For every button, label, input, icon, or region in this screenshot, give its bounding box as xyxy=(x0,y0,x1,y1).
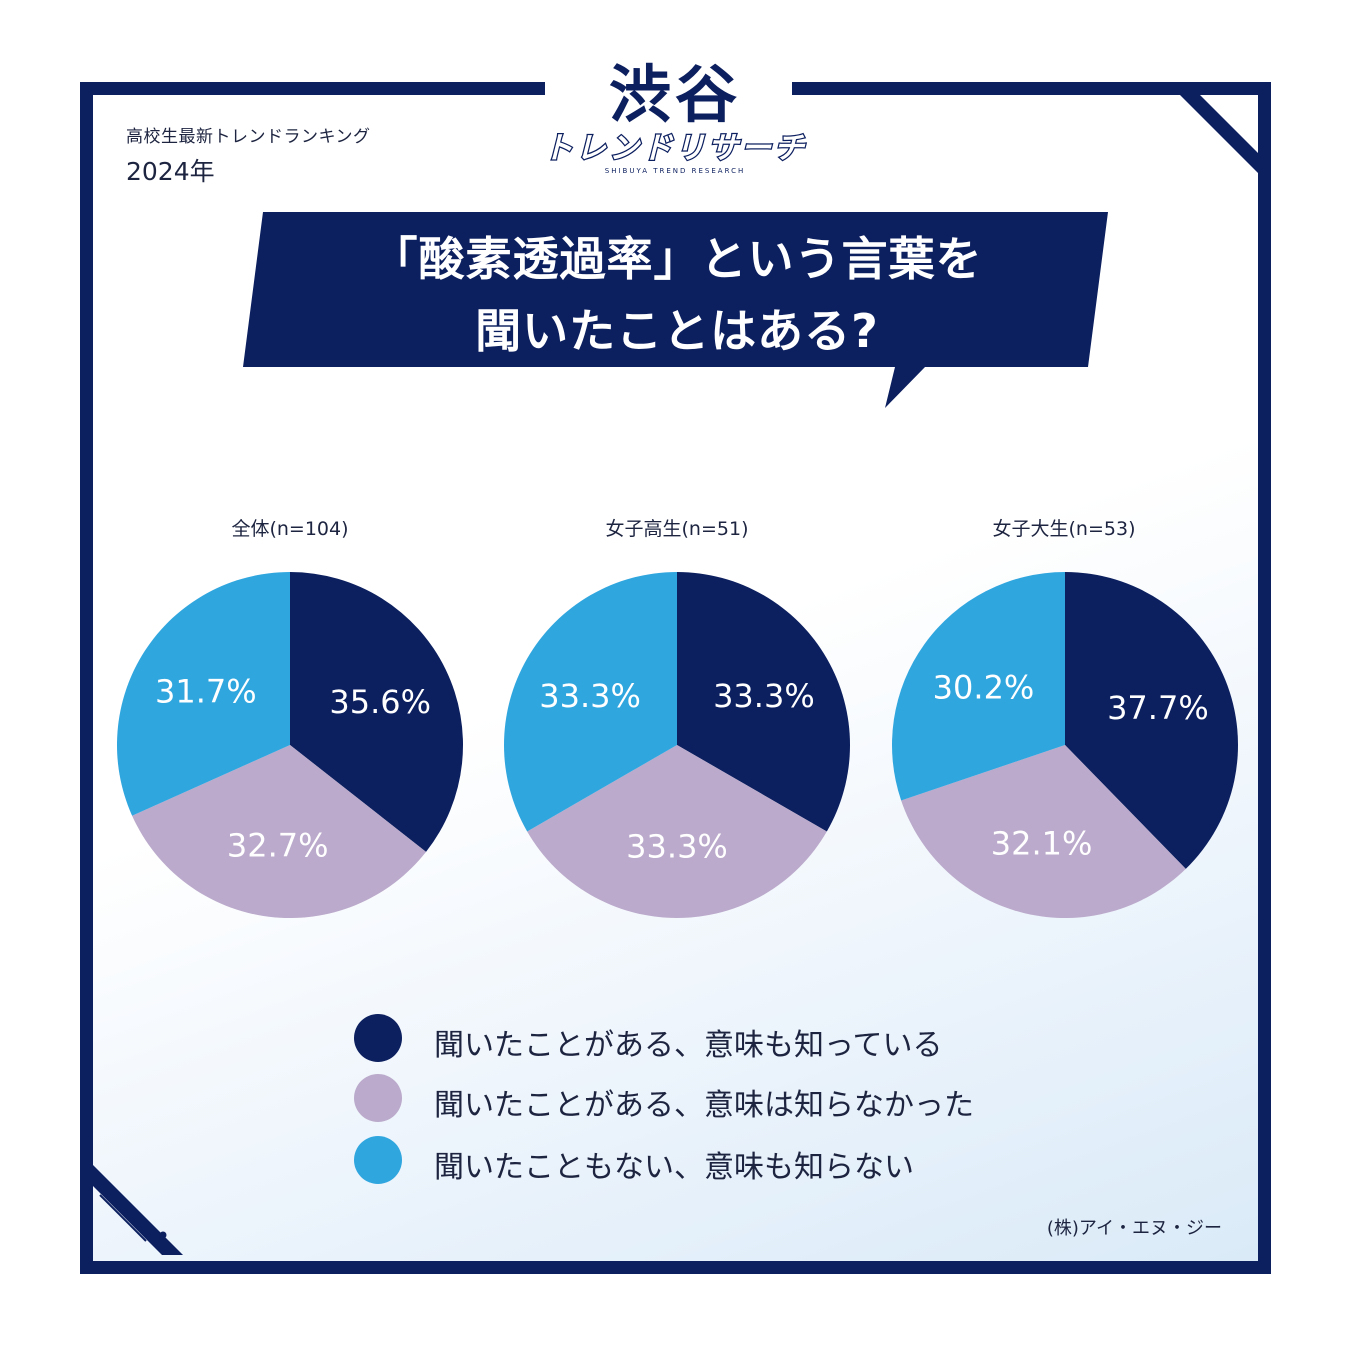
pie-label-overall-0: 35.6% xyxy=(329,683,431,721)
pie-label-high-school-girls-2: 33.3% xyxy=(539,677,641,715)
legend-swatch-sky xyxy=(354,1136,402,1184)
pie-slice-high-school-girls-2 xyxy=(504,572,677,832)
pie-slice-college-women-2 xyxy=(891,572,1065,801)
pie-label-college-women-2: 30.2% xyxy=(933,669,1035,707)
pie-slice-college-women-0 xyxy=(1065,572,1239,869)
pie-slice-overall-1 xyxy=(132,745,427,919)
pie-label-college-women-0: 37.7% xyxy=(1107,689,1209,727)
header-year: 2024年 xyxy=(126,157,215,186)
pie-slice-overall-2 xyxy=(116,572,290,816)
pie-label-overall-2: 31.7% xyxy=(155,672,257,710)
legend-label: 聞いたことがある、意味は知らなかった xyxy=(434,1088,974,1123)
legend-swatch-navy xyxy=(354,1014,402,1062)
pie-label-college-women-1: 32.1% xyxy=(991,825,1093,863)
credit-company: (株)アイ・エヌ・ジー xyxy=(1046,1218,1222,1239)
legend-swatch-lavender xyxy=(354,1074,402,1122)
logo-sub: トレンドリサーチ xyxy=(543,131,807,166)
legend-label: 聞いたこともない、意味も知らない xyxy=(434,1150,914,1185)
pie-slice-high-school-girls-1 xyxy=(527,745,827,918)
legend-label: 聞いたことがある、意味も知っている xyxy=(434,1028,943,1063)
logo-tiny: SHIBUYA TREND RESEARCH xyxy=(605,167,745,175)
logo-main: 渋谷 xyxy=(609,58,741,131)
pie-slice-overall-0 xyxy=(290,572,464,852)
pie-label-high-school-girls-0: 33.3% xyxy=(713,677,815,715)
shibuya-trend-research-logo: 渋谷 トレンドリサーチ SHIBUYA TREND RESEARCH xyxy=(542,57,807,176)
pie-label-overall-1: 32.7% xyxy=(227,827,329,865)
pie-slice-high-school-girls-0 xyxy=(677,572,850,832)
header-subtitle: 高校生最新トレンドランキング xyxy=(126,127,371,147)
pie-slice-college-women-1 xyxy=(901,745,1186,919)
chart-title-high-school-girls: 女子高生(n=51) xyxy=(605,518,749,540)
chart-title-overall: 全体(n=104) xyxy=(231,518,349,540)
question-title-line-1: 「酸素透過率」という言葉を xyxy=(371,232,983,286)
pie-label-high-school-girls-1: 33.3% xyxy=(626,827,728,865)
question-title-line-2: 聞いたことはある? xyxy=(475,304,879,358)
chart-title-college-women: 女子大生(n=53) xyxy=(992,518,1136,540)
